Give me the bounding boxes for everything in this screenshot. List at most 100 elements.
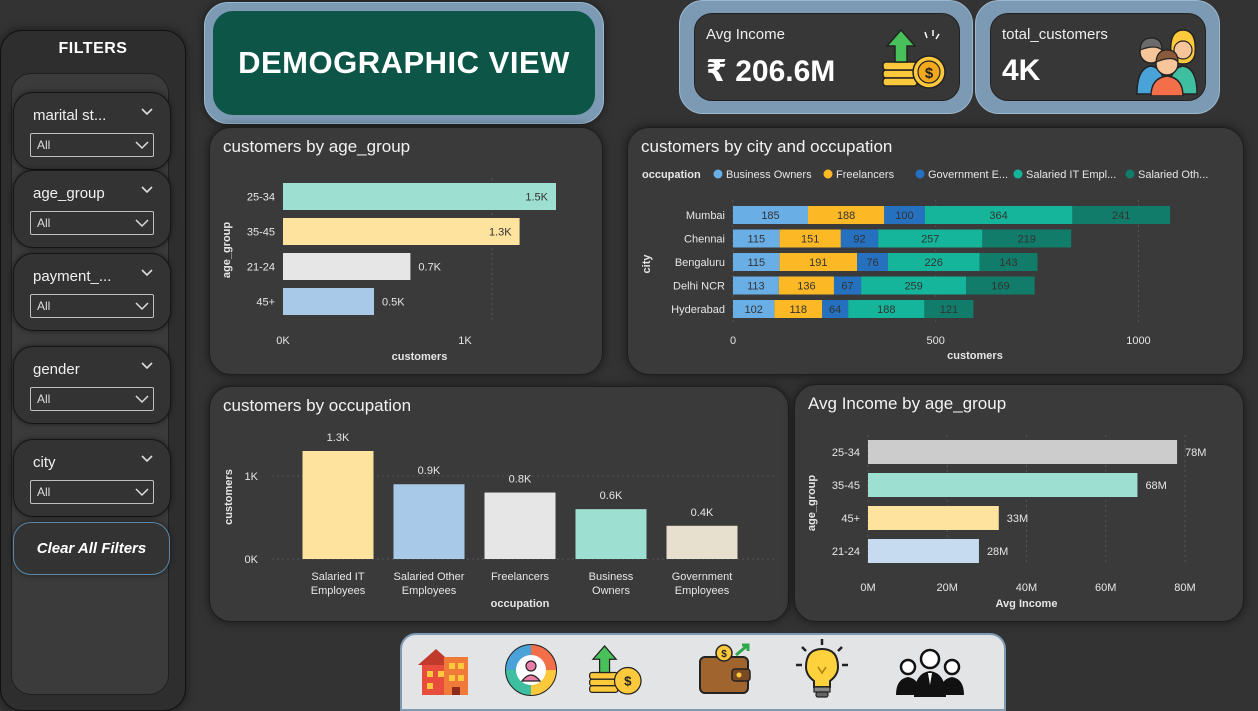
stacked-bar-segment[interactable]: [778, 276, 834, 295]
data-label: 64: [829, 304, 841, 316]
data-label: 188: [837, 210, 855, 222]
data-label: 0.7K: [418, 262, 441, 274]
chevron-down-icon: [135, 488, 149, 497]
stacked-bar-segment[interactable]: [884, 206, 925, 224]
chevron-down-icon[interactable]: [140, 452, 154, 466]
dropdown-value: All: [37, 138, 51, 152]
category-label: 35-45: [247, 227, 275, 239]
kpi-avg-income: Avg Income ₹ 206.6M $: [679, 0, 973, 114]
category-label: Bengaluru: [675, 257, 725, 269]
bar[interactable]: [868, 440, 1178, 464]
bar[interactable]: [283, 288, 374, 315]
legend-marker: [915, 169, 925, 179]
stacked-bar-segment[interactable]: [733, 206, 809, 224]
stacked-bar-segment[interactable]: [966, 276, 1035, 295]
legend-item[interactable]: Freelancers: [836, 169, 895, 181]
city-dropdown[interactable]: All: [30, 480, 154, 504]
stacked-bar-segment[interactable]: [1072, 206, 1171, 224]
y-axis-title: age_group: [221, 222, 233, 279]
data-label: 1.3K: [327, 432, 350, 444]
bar[interactable]: [868, 539, 979, 563]
tick-label: 0K: [276, 335, 290, 347]
bar[interactable]: [868, 473, 1138, 497]
filters-sidebar: FILTERS marital st... All age_group All …: [0, 30, 186, 711]
bar[interactable]: [283, 253, 411, 280]
pie-people-icon[interactable]: [502, 641, 560, 699]
team-icon[interactable]: [892, 641, 968, 699]
money-growth-icon[interactable]: $: [588, 641, 646, 699]
stacked-bar-segment[interactable]: [779, 229, 841, 248]
svg-text:$: $: [624, 674, 632, 689]
stacked-bar-segment[interactable]: [733, 276, 779, 295]
stacked-bar-segment[interactable]: [733, 300, 775, 318]
age-group-dropdown[interactable]: All: [30, 211, 154, 235]
column-bar[interactable]: [575, 509, 647, 559]
kpi-card: Avg Income ₹ 206.6M $: [694, 13, 960, 101]
filter-marital-status: marital st... All: [13, 92, 171, 170]
stacked-bar-segment[interactable]: [924, 206, 1073, 224]
stacked-bar-segment[interactable]: [982, 229, 1072, 248]
chevron-down-icon[interactable]: [140, 266, 154, 280]
stacked-bar-segment[interactable]: [779, 253, 858, 271]
kpi-label: Avg Income: [706, 26, 785, 43]
stacked-bar-segment[interactable]: [857, 253, 888, 271]
data-label: 364: [989, 210, 1007, 222]
clear-all-filters-button[interactable]: Clear All Filters: [13, 522, 170, 575]
chevron-down-icon: [135, 395, 149, 404]
bar[interactable]: [868, 506, 999, 530]
legend-item[interactable]: Salaried Oth...: [1138, 169, 1208, 181]
payment-dropdown[interactable]: All: [30, 294, 154, 318]
legend-item[interactable]: Salaried IT Empl...: [1026, 169, 1116, 181]
bar[interactable]: [283, 218, 520, 245]
category-label: Mumbai: [686, 210, 725, 222]
chevron-down-icon[interactable]: [140, 105, 154, 119]
stacked-bar-segment[interactable]: [878, 229, 983, 248]
data-label: 0.8K: [509, 474, 532, 486]
lightbulb-icon[interactable]: [792, 637, 852, 701]
chart-title: customers by age_group: [223, 137, 411, 156]
category-label: 45+: [841, 513, 860, 525]
stacked-bar-segment[interactable]: [979, 253, 1038, 271]
title-banner: DEMOGRAPHIC VIEW: [204, 2, 604, 124]
category-label: Salaried IT: [311, 571, 364, 583]
stacked-bar-segment[interactable]: [833, 276, 862, 295]
tick-label: 0M: [860, 582, 875, 594]
stacked-bar-segment[interactable]: [822, 300, 849, 318]
chevron-down-icon: [135, 302, 149, 311]
legend-item[interactable]: Government E...: [928, 169, 1008, 181]
age-group-chart-panel: customers by age_group 25-34 1.5K 35-45 1.3…: [209, 127, 603, 375]
column-bar[interactable]: [302, 451, 374, 559]
data-label: 115: [748, 257, 766, 269]
category-label: Government: [672, 571, 733, 583]
stacked-bar-segment[interactable]: [924, 300, 974, 318]
stacked-bar-segment[interactable]: [840, 229, 879, 248]
data-label: 118: [790, 304, 808, 316]
chevron-down-icon[interactable]: [140, 183, 154, 197]
wallet-icon[interactable]: $: [696, 641, 754, 699]
gender-dropdown[interactable]: All: [30, 387, 154, 411]
stacked-bar-segment[interactable]: [848, 300, 925, 318]
data-label: 136: [797, 281, 815, 293]
column-bar[interactable]: [393, 484, 465, 559]
legend-item[interactable]: Business Owners: [726, 169, 812, 181]
bar[interactable]: [283, 183, 556, 210]
stacked-bar-segment[interactable]: [808, 206, 885, 224]
stacked-bar-segment[interactable]: [774, 300, 823, 318]
stacked-bar-segment[interactable]: [861, 276, 967, 295]
building-icon[interactable]: [414, 641, 472, 699]
chevron-down-icon[interactable]: [140, 359, 154, 373]
filter-label: payment_...: [33, 268, 112, 285]
column-bar[interactable]: [666, 525, 738, 559]
column-bar[interactable]: [484, 492, 556, 559]
data-label: 76: [866, 257, 878, 269]
data-label: 0.4K: [691, 507, 714, 519]
stacked-bar-segment[interactable]: [733, 229, 780, 248]
stacked-bar-segment[interactable]: [887, 253, 980, 271]
stacked-bar-segment[interactable]: [733, 253, 780, 271]
marital-status-dropdown[interactable]: All: [30, 133, 154, 157]
legend-title: occupation: [642, 169, 701, 181]
data-label: 226: [925, 257, 943, 269]
category-label: 21-24: [247, 262, 275, 274]
data-label: 121: [940, 304, 958, 316]
page-title: DEMOGRAPHIC VIEW: [213, 11, 595, 115]
